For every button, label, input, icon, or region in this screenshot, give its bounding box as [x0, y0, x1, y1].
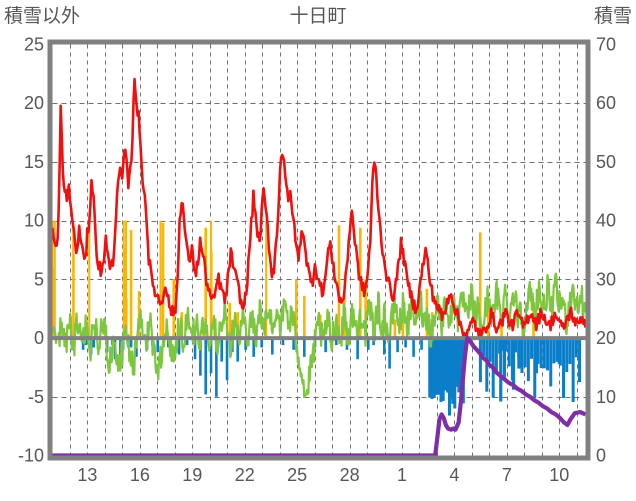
- x-tick-label: 13: [77, 465, 97, 485]
- x-tick-label: 4: [449, 465, 459, 485]
- x-tick-label: 19: [182, 465, 202, 485]
- y-tick-label: 10: [24, 211, 44, 231]
- y2-axis-tick-labels: 70 60 50 40 30 20 10 0: [596, 35, 616, 466]
- x-tick-label: 25: [287, 465, 307, 485]
- grid-layer: [52, 44, 586, 456]
- left-axis-label: 積雪以外: [4, 5, 80, 27]
- y2-tick-label: 50: [596, 152, 616, 172]
- y2-tick-label: 30: [596, 269, 616, 289]
- y2-tick-label: 60: [596, 93, 616, 113]
- x-axis-tick-labels: 13 16 19 22 25 28 1 4 7 10: [77, 465, 569, 485]
- plot-frame: [47, 39, 591, 461]
- y-tick-label: 5: [34, 269, 44, 289]
- x-tick-label: 16: [130, 465, 150, 485]
- y2-tick-label: 0: [596, 446, 606, 466]
- page-title: 十日町: [289, 5, 346, 27]
- y2-tick-label: 10: [596, 387, 616, 407]
- y-tick-label: 15: [24, 152, 44, 172]
- x-tick-label: 1: [397, 465, 407, 485]
- right-axis-label: 積雪: [594, 5, 632, 27]
- x-tick-label: 7: [502, 465, 512, 485]
- x-tick-label: 22: [235, 465, 255, 485]
- y-tick-label: 20: [24, 93, 44, 113]
- y2-tick-label: 40: [596, 211, 616, 231]
- y-tick-label: 0: [34, 328, 44, 348]
- y-axis-tick-labels: 25 20 15 10 5 0 -5 -10: [18, 35, 44, 466]
- y2-tick-label: 70: [596, 35, 616, 55]
- y-tick-label: -5: [28, 387, 44, 407]
- x-tick-label: 10: [549, 465, 569, 485]
- y-tick-label: -10: [18, 446, 44, 466]
- x-tick-label: 28: [340, 465, 360, 485]
- y2-tick-label: 20: [596, 328, 616, 348]
- y-tick-label: 25: [24, 35, 44, 55]
- series-layer: [51, 77, 587, 458]
